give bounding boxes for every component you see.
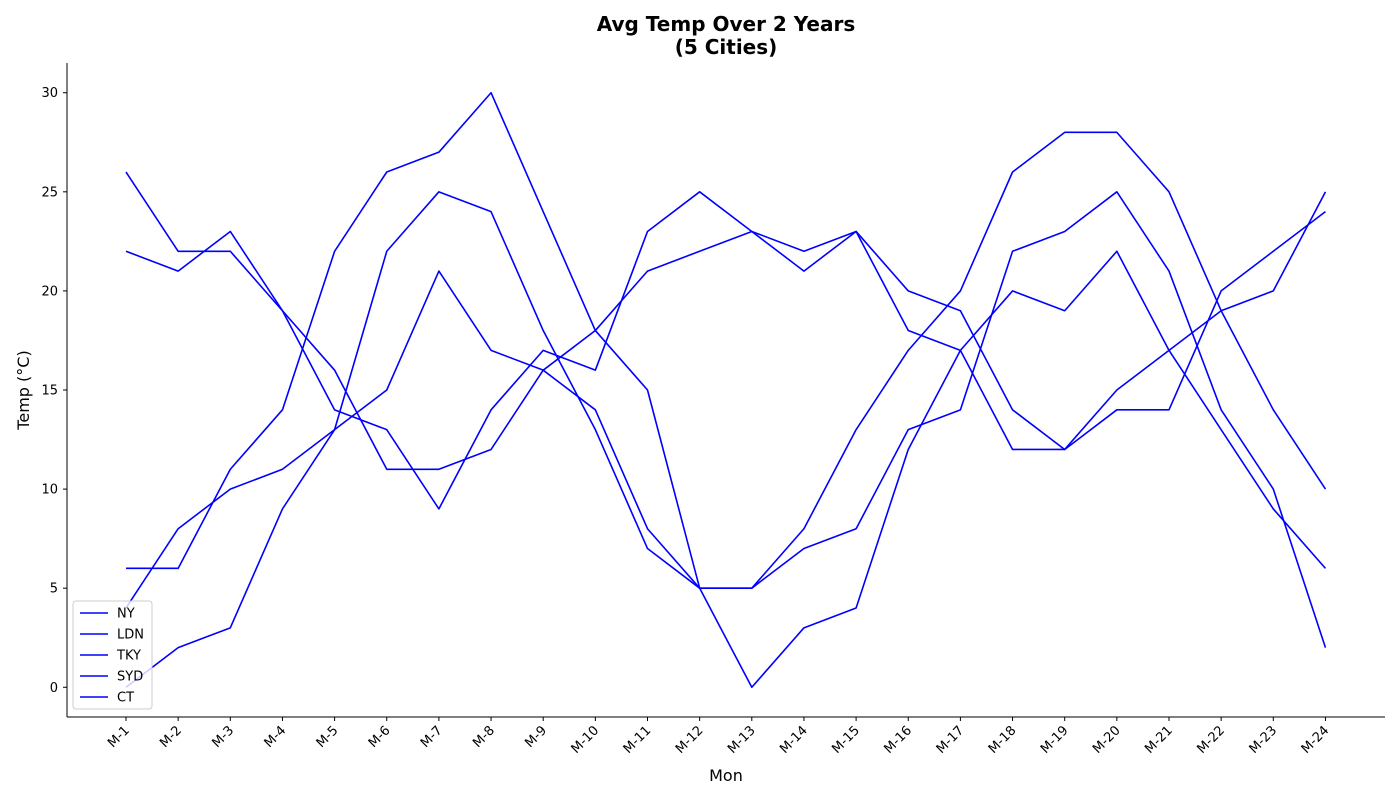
chart-title: Avg Temp Over 2 Years bbox=[597, 12, 856, 36]
legend-label: NY bbox=[117, 607, 135, 622]
chart-subtitle: (5 Cities) bbox=[675, 35, 778, 59]
x-tick-label: M-5 bbox=[314, 723, 342, 751]
legend: NY LDN TKY SYD CT bbox=[72, 600, 153, 710]
x-tick-label: M-8 bbox=[470, 723, 498, 751]
series-line-ct bbox=[125, 191, 1327, 688]
series-line-tky bbox=[125, 211, 1326, 471]
x-tick-label: M-13 bbox=[725, 723, 759, 757]
series-lines bbox=[125, 91, 1327, 689]
x-tick-label: M-9 bbox=[522, 723, 550, 751]
x-tick-label: M-14 bbox=[777, 723, 811, 757]
x-tick-label: M-3 bbox=[209, 723, 237, 751]
x-tick-label: M-1 bbox=[105, 723, 133, 751]
x-axis-ticks: M-1 M-2 M-3 M-4 M-5 M-6 M-7 M-8 M-9 M-10 M-11 M-12 M… bbox=[105, 717, 1332, 757]
legend-items: NY LDN TKY SYD CT bbox=[80, 607, 144, 706]
x-tick-label: M-20 bbox=[1090, 723, 1124, 757]
x-tick-label: M-21 bbox=[1142, 723, 1176, 757]
x-tick-label: M-17 bbox=[934, 723, 968, 757]
x-tick-label: M-6 bbox=[366, 723, 394, 751]
y-tick-label: 15 bbox=[41, 384, 58, 399]
x-tick-label: M-4 bbox=[262, 723, 290, 751]
x-tick-label: M-12 bbox=[673, 723, 707, 757]
y-tick-label: 0 bbox=[50, 681, 58, 696]
x-axis-label: Mon bbox=[709, 766, 743, 785]
x-tick-label: M-16 bbox=[882, 723, 916, 757]
x-tick-label: M-22 bbox=[1194, 723, 1228, 757]
y-axis-ticks: 0 5 10 15 20 25 30 bbox=[41, 86, 67, 696]
legend-label: LDN bbox=[117, 628, 144, 643]
x-tick-label: M-2 bbox=[157, 723, 185, 751]
x-tick-label: M-7 bbox=[418, 723, 446, 751]
series-line-ldn bbox=[126, 91, 1327, 689]
y-tick-label: 20 bbox=[41, 284, 58, 299]
x-tick-label: M-10 bbox=[569, 723, 603, 757]
y-tick-label: 10 bbox=[41, 483, 58, 498]
x-tick-label: M-18 bbox=[986, 723, 1020, 757]
x-tick-label: M-19 bbox=[1038, 723, 1072, 757]
x-tick-label: M-15 bbox=[829, 723, 863, 757]
y-tick-label: 30 bbox=[41, 86, 58, 101]
series-line-ny bbox=[125, 131, 1327, 609]
series-line-syd bbox=[125, 171, 1327, 510]
x-tick-label: M-23 bbox=[1247, 723, 1281, 757]
legend-label: SYD bbox=[117, 670, 143, 685]
y-tick-label: 25 bbox=[41, 185, 58, 200]
y-axis-label: Temp (°C) bbox=[14, 350, 33, 430]
y-tick-label: 5 bbox=[50, 582, 58, 597]
legend-label: CT bbox=[117, 691, 134, 706]
x-tick-label: M-24 bbox=[1299, 723, 1333, 757]
legend-box bbox=[72, 600, 153, 710]
x-tick-label: M-11 bbox=[621, 723, 655, 757]
legend-label: TKY bbox=[116, 649, 141, 664]
